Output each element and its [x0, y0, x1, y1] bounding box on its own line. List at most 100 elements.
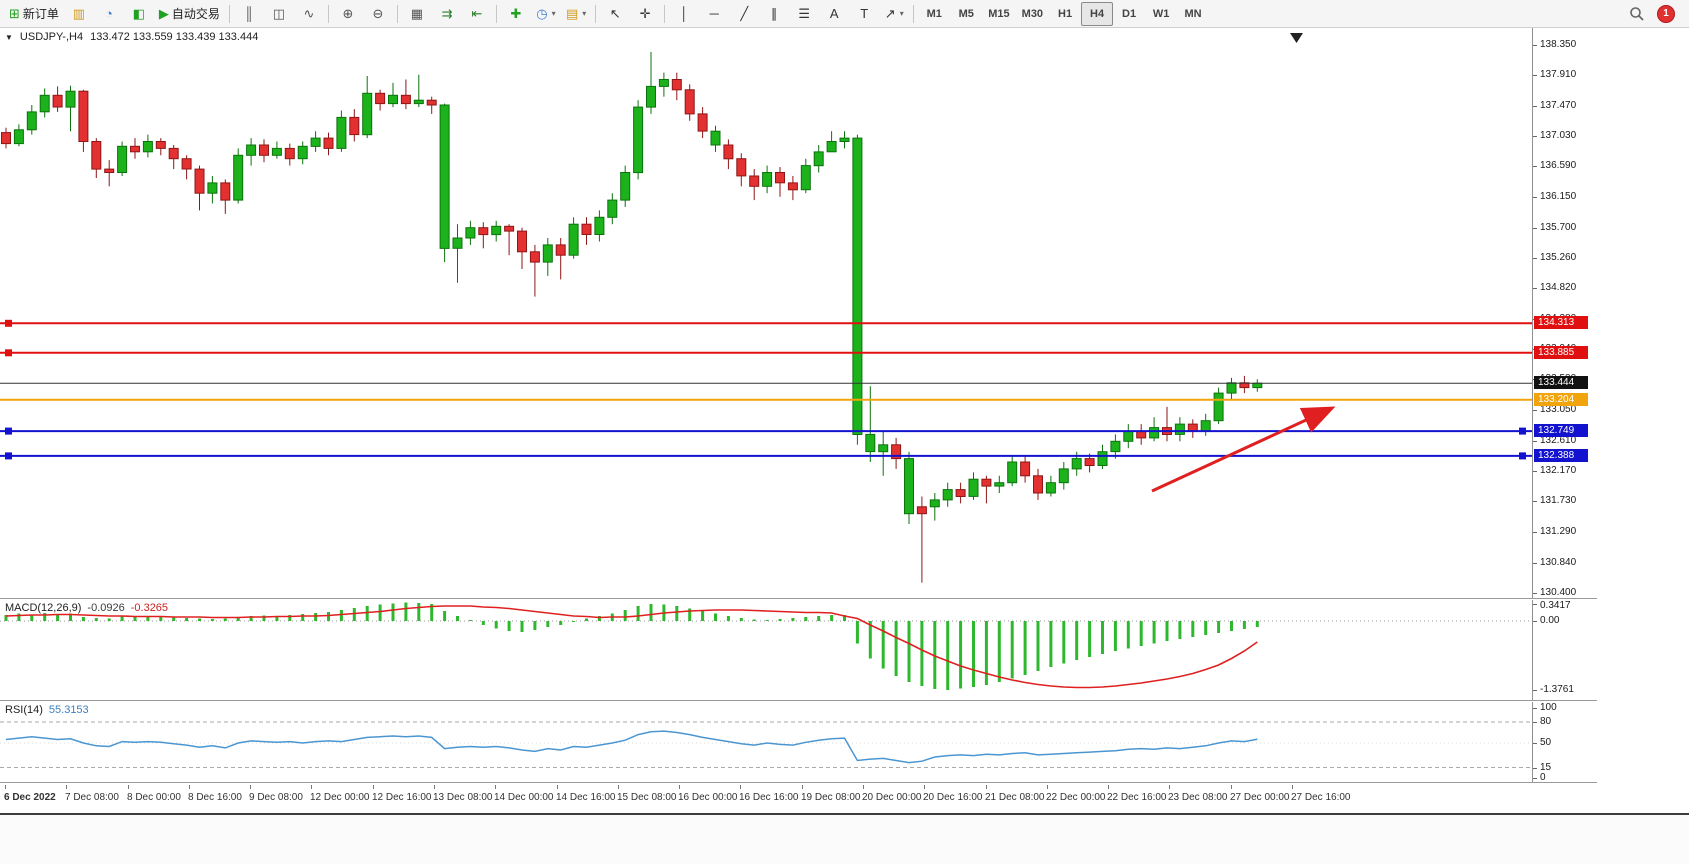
macd-signal-line — [5, 605, 1258, 689]
text-label-button[interactable]: T — [849, 2, 879, 26]
notification-badge[interactable]: 1 — [1657, 4, 1675, 23]
symbol-dropdown-icon[interactable]: ▼ — [5, 32, 13, 42]
pane-separator[interactable] — [0, 598, 1597, 599]
toolbar-separator — [327, 4, 329, 23]
time-tick-mark — [679, 785, 680, 789]
arrows-caret-icon[interactable]: ▾ — [899, 9, 904, 18]
time-tick-mark — [1169, 785, 1170, 789]
timeframe-h1-button[interactable]: H1 — [1058, 7, 1073, 20]
price-chart-pane[interactable]: ▼ USDJPY-,H4 133.472 133.559 133.439 133… — [0, 28, 1532, 598]
time-tick-mark — [434, 785, 435, 789]
rsi-tick: 100 — [1540, 702, 1557, 713]
timeframe-m1-button[interactable]: M1 — [926, 7, 942, 20]
price-tick-mark — [1533, 136, 1537, 137]
timeframe-m30-button[interactable]: M30 — [1021, 7, 1044, 20]
trendline-button[interactable]: ╱ — [729, 2, 759, 26]
main-toolbar: ⊞ 新订单 ▥ ◔ ◧ ▶ 自动交易 ║ ◫ ∿ ⊕ ⊖ ▦ ⇉ ⇤ ✚ ◷ ▾ ▤ ▾ ↖ ✛ │ ─ ╱ ∥ ☰ A T ↗ ▾ M1 M5… — [0, 0, 1689, 28]
fibonacci-button[interactable]: ☰ — [789, 2, 819, 26]
market-watch-button[interactable]: ◧ — [124, 2, 154, 26]
time-label: 19 Dec 08:00 — [801, 792, 861, 803]
autotrading-button[interactable]: ▶ 自动交易 — [154, 2, 225, 26]
indicators-button[interactable]: ✚ — [501, 2, 531, 26]
candlestick-chart-icon: ◫ — [272, 6, 286, 21]
price-chart-svg — [0, 33, 1532, 583]
text-button[interactable]: A — [819, 2, 849, 26]
timeframe-d1-button[interactable]: D1 — [1122, 7, 1137, 20]
line-chart-button[interactable]: ∿ — [294, 2, 324, 26]
time-label: 22 Dec 16:00 — [1107, 792, 1167, 803]
time-tick-mark — [373, 785, 374, 789]
price-tick: 131.290 — [1540, 526, 1577, 537]
zoom-in-button[interactable]: ⊕ — [333, 2, 363, 26]
vertical-line-icon: │ — [680, 6, 689, 21]
periods-caret-icon[interactable]: ▾ — [551, 9, 556, 18]
price-axis[interactable]: 138.350 137.910 137.470 137.030 136.590 136.1… — [1532, 28, 1597, 598]
text-icon: A — [829, 6, 839, 21]
charts-button[interactable]: ▥ — [64, 2, 94, 26]
chart-shift-button[interactable]: ⇤ — [462, 2, 492, 26]
arrows-icon: ↗ — [884, 6, 896, 21]
macd-tick-mark — [1533, 690, 1537, 691]
time-label: 12 Dec 00:00 — [310, 792, 370, 803]
pane-separator[interactable] — [0, 700, 1597, 701]
auto-scroll-button[interactable]: ⇉ — [432, 2, 462, 26]
time-tick-mark — [1231, 785, 1232, 789]
pane-separator[interactable] — [0, 782, 1597, 783]
equidistant-channel-button[interactable]: ∥ — [759, 2, 789, 26]
rsi-pane[interactable]: RSI(14) 55.3153 — [0, 702, 1532, 782]
price-tick: 137.470 — [1540, 100, 1577, 111]
time-tick-mark — [1292, 785, 1293, 789]
vertical-line-button[interactable]: │ — [669, 2, 699, 26]
horizontal-line-button[interactable]: ─ — [699, 2, 729, 26]
time-axis[interactable]: 6 Dec 2022 7 Dec 08:00 8 Dec 00:00 8 Dec 16… — [0, 785, 1532, 807]
auto-scroll-icon: ⇉ — [441, 6, 453, 21]
new-order-button[interactable]: ⊞ 新订单 — [4, 2, 64, 26]
cursor-button[interactable]: ↖ — [600, 2, 630, 26]
indicators-icon: ✚ — [510, 6, 522, 21]
timeframe-m15-button[interactable]: M15 — [988, 7, 1010, 20]
bar-chart-button[interactable]: ║ — [234, 2, 264, 26]
time-label: 8 Dec 00:00 — [127, 792, 181, 803]
crosshair-button[interactable]: ✛ — [630, 2, 660, 26]
search-icon[interactable] — [1629, 6, 1645, 22]
rsi-tick: 50 — [1540, 737, 1552, 748]
macd-tick-mark — [1533, 604, 1537, 605]
autotrading-label: 自动交易 — [171, 7, 220, 21]
price-tick: 138.350 — [1540, 39, 1577, 50]
time-label: 27 Dec 16:00 — [1291, 792, 1351, 803]
macd-pane[interactable]: MACD(12,26,9) -0.0926 -0.3265 — [0, 600, 1532, 700]
text-label-icon: T — [860, 6, 869, 21]
price-line-label: 132.388 — [1534, 449, 1588, 462]
templates-button[interactable]: ▤ ▾ — [561, 2, 591, 26]
tile-windows-button[interactable]: ▦ — [402, 2, 432, 26]
templates-caret-icon[interactable]: ▾ — [582, 9, 587, 18]
timeframe-m5-button[interactable]: M5 — [958, 7, 974, 20]
profiles-button[interactable]: ◔ — [94, 2, 124, 26]
rsi-value: 55.3153 — [48, 704, 89, 716]
candlestick-chart-button[interactable]: ◫ — [264, 2, 294, 26]
price-tick-mark — [1533, 75, 1537, 76]
time-tick-mark — [495, 785, 496, 789]
charts-icon: ▥ — [72, 6, 86, 21]
arrows-button[interactable]: ↗ ▾ — [879, 2, 909, 26]
toolbar-separator — [664, 4, 666, 23]
time-tick-mark — [128, 785, 129, 789]
periods-button[interactable]: ◷ ▾ — [531, 2, 561, 26]
time-label: 9 Dec 08:00 — [249, 792, 303, 803]
time-label: 16 Dec 16:00 — [739, 792, 799, 803]
time-tick-mark — [740, 785, 741, 789]
rsi-tick-mark — [1533, 768, 1537, 769]
time-label: 27 Dec 00:00 — [1230, 792, 1290, 803]
rsi-tick: 80 — [1540, 716, 1552, 727]
price-tick: 132.610 — [1540, 435, 1577, 446]
time-label: 12 Dec 16:00 — [372, 792, 432, 803]
timeframe-w1-button[interactable]: W1 — [1152, 7, 1170, 20]
chart-header: ▼ USDJPY-,H4 133.472 133.559 133.439 133… — [5, 31, 258, 43]
zoom-out-button[interactable]: ⊖ — [363, 2, 393, 26]
time-label: 7 Dec 08:00 — [65, 792, 119, 803]
timeframe-h4-button[interactable]: H4 — [1081, 1, 1114, 26]
time-tick-mark — [66, 785, 67, 789]
zoom-in-icon: ⊕ — [342, 6, 354, 21]
timeframe-mn-button[interactable]: MN — [1184, 7, 1202, 20]
price-line-label: 133.444 — [1534, 376, 1588, 389]
